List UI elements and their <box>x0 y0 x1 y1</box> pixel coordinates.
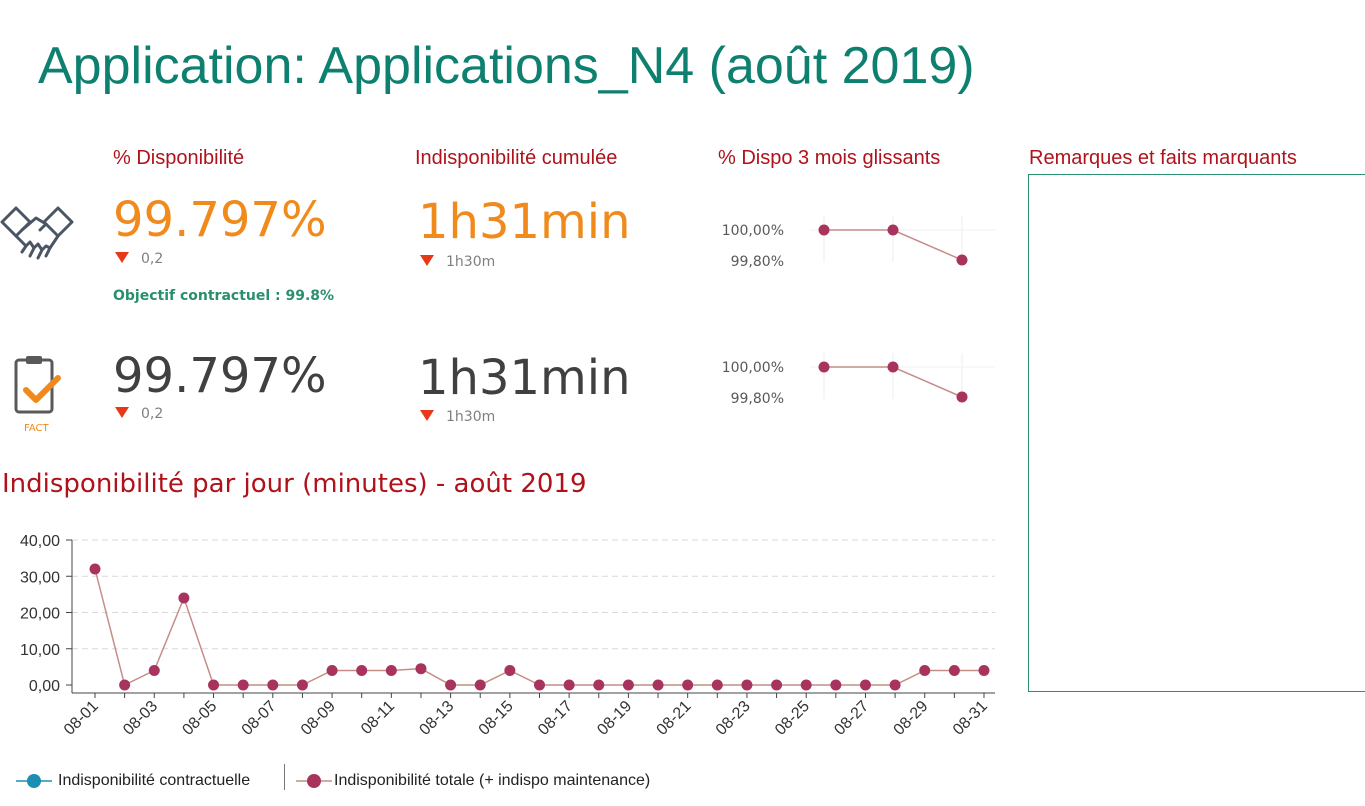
down-arrow-icon <box>115 250 129 268</box>
data-point <box>504 665 516 676</box>
dispo-delta-1: 0,2 <box>141 251 164 267</box>
sparkline-tick-label: 100,00% <box>722 360 784 376</box>
data-point <box>948 665 960 676</box>
data-point <box>593 679 605 691</box>
sparkline-tick-label: 100,00% <box>722 223 784 239</box>
remarks-box <box>1028 174 1365 692</box>
remarks-header: Remarques et faits marquants <box>1029 147 1297 169</box>
objective-text: Objectif contractuel : 99.8% <box>113 288 335 304</box>
sparkline-tick-label: 99,80% <box>731 391 784 407</box>
dispo-delta-2: 0,2 <box>141 406 164 422</box>
x-tick-label: 08-17 <box>535 698 576 739</box>
x-tick-label: 08-27 <box>831 698 872 739</box>
sparkline-chart-2: 100,00% 99,80% <box>722 353 995 407</box>
data-point <box>919 665 931 676</box>
x-tick-label: 08-15 <box>476 698 517 739</box>
data-point <box>208 679 220 691</box>
data-point <box>178 592 190 604</box>
indispo-header: Indisponibilité cumulée <box>415 147 618 169</box>
dispo-header: % Disponibilité <box>113 147 245 169</box>
y-tick-label: 10,00 <box>20 642 60 659</box>
data-point <box>622 679 634 691</box>
data-point <box>326 665 338 676</box>
daily-unavailability-chart: 0,00 10,00 20,00 30,00 40,00 08-01 08-03 08-05 0… <box>20 533 995 739</box>
data-point <box>889 679 901 691</box>
data-point <box>563 679 575 691</box>
data-point <box>800 679 812 691</box>
page-title: Application: Applications_N4 (août 2019) <box>38 37 975 95</box>
data-point <box>741 679 753 691</box>
legend-total: Indisponibilité totale (+ indispo mainte… <box>334 772 651 789</box>
data-point <box>652 679 664 691</box>
indispo-value-1: 1h31min <box>418 194 631 250</box>
data-point <box>296 679 308 691</box>
indispo-delta-2: 1h30m <box>446 409 496 425</box>
data-point <box>859 679 871 691</box>
y-tick-label: 20,00 <box>20 606 60 623</box>
data-point <box>89 563 101 575</box>
down-arrow-icon <box>420 408 434 426</box>
data-point <box>237 679 249 691</box>
data-point <box>267 679 279 691</box>
data-point <box>534 679 545 691</box>
sparkline-tick-label: 99,80% <box>731 254 784 270</box>
data-point <box>385 665 397 676</box>
sparkline-point <box>956 254 968 266</box>
data-point <box>445 679 457 691</box>
x-tick-label: 08-07 <box>239 698 280 739</box>
legend-contractual: Indisponibilité contractuelle <box>58 772 251 789</box>
sparkline-point <box>887 361 899 373</box>
legend-marker-contractual <box>16 774 52 788</box>
y-tick-label: 0,00 <box>29 678 60 695</box>
x-tick-label: 08-25 <box>772 698 813 739</box>
fact-caption: FACT <box>24 423 49 434</box>
x-tick-label: 08-13 <box>416 698 457 739</box>
sparkline-point <box>818 361 830 373</box>
series-line-total <box>94 568 984 687</box>
legend-marker-total <box>296 774 332 788</box>
sparkline-chart-1: 100,00% 99,80% <box>722 216 995 270</box>
data-point <box>978 665 990 676</box>
data-point <box>771 679 783 691</box>
data-point <box>830 679 842 691</box>
data-point <box>415 663 427 675</box>
down-arrow-icon <box>420 253 434 271</box>
legend-divider <box>284 764 285 790</box>
x-tick-label: 08-01 <box>61 698 102 739</box>
y-tick-label: 40,00 <box>20 533 60 550</box>
data-point <box>119 679 131 691</box>
x-tick-label: 08-31 <box>950 698 991 739</box>
dispo3-header: % Dispo 3 mois glissants <box>718 147 941 169</box>
sparkline-point <box>818 224 830 236</box>
handshake-icon <box>0 200 76 272</box>
data-point <box>682 679 694 691</box>
x-tick-label: 08-23 <box>713 698 754 739</box>
x-tick-label: 08-09 <box>298 698 339 739</box>
indispo-delta-1: 1h30m <box>446 254 496 270</box>
x-tick-label: 08-05 <box>179 698 220 739</box>
x-tick-label: 08-29 <box>891 698 932 739</box>
down-arrow-icon <box>115 405 129 423</box>
sparkline-point <box>887 224 899 236</box>
x-tick-label: 08-19 <box>594 698 635 739</box>
sparkline-point <box>956 391 968 403</box>
data-point <box>474 679 486 691</box>
y-tick-label: 30,00 <box>20 569 60 586</box>
dispo-value-2: 99.797% <box>113 348 327 404</box>
chart-legend: Indisponibilité contractuelle Indisponib… <box>16 764 716 794</box>
data-point <box>711 679 723 691</box>
data-point <box>148 665 160 676</box>
data-point <box>356 665 368 676</box>
x-tick-label: 08-03 <box>120 698 161 739</box>
daily-chart-title: Indisponibilité par jour (minutes) - aoû… <box>2 469 587 499</box>
x-tick-label: 08-21 <box>654 698 695 739</box>
x-tick-label: 08-11 <box>358 698 398 738</box>
indispo-value-2: 1h31min <box>418 350 631 406</box>
clipboard-check-icon <box>12 354 64 414</box>
dispo-value-1: 99.797% <box>113 192 327 248</box>
